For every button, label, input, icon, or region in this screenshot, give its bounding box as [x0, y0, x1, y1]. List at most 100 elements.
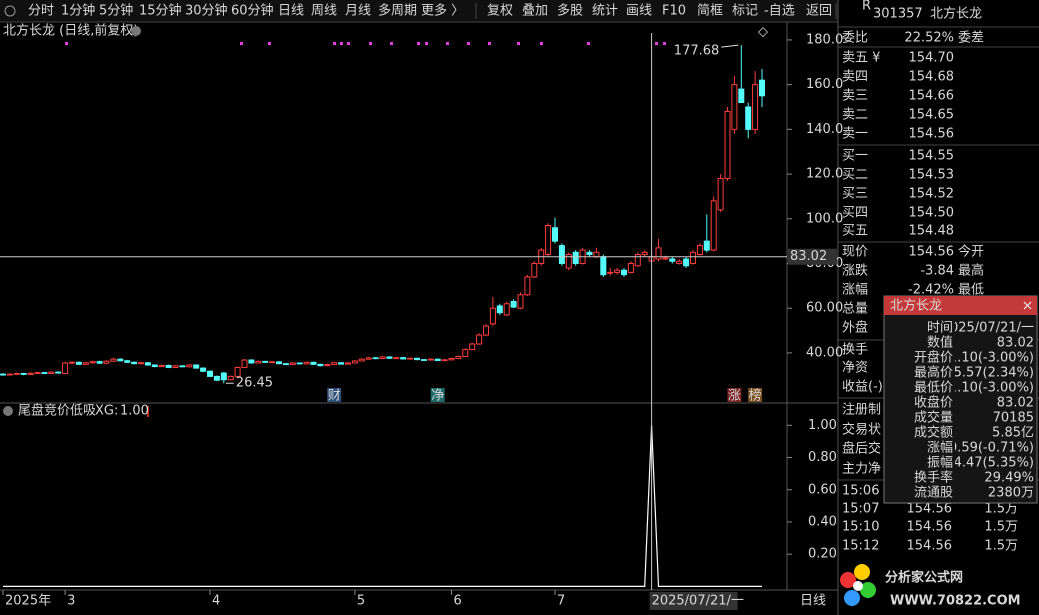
tooltip-bg [883, 295, 1038, 504]
tick-time: 15:06 [842, 484, 879, 499]
tooltip-label: 涨幅 [927, 441, 953, 456]
y-tick-label: 100.0 [806, 211, 843, 226]
toolbar-item[interactable]: 5分钟 [99, 3, 133, 19]
toolbar-item[interactable]: 分时 [28, 4, 54, 19]
tooltip-value: 70185 [993, 411, 1034, 426]
toolbar-item[interactable]: 30分钟 [185, 3, 228, 19]
stat-label: 主力净 [842, 462, 881, 477]
candle-body [627, 262, 634, 273]
stat-label: 最高 [958, 263, 984, 279]
candle-body [131, 361, 138, 365]
stock-name: 北方长龙 [930, 6, 982, 22]
candle-body [427, 358, 434, 361]
toolbar-item[interactable]: F10 [662, 4, 686, 19]
toolbar-item[interactable]: 日线 [278, 4, 304, 19]
toolbar-item[interactable]: 简框 [697, 3, 723, 19]
candle-body [13, 372, 20, 375]
menu-icon[interactable] [4, 5, 16, 17]
candle-body [545, 224, 552, 256]
candle-body [331, 362, 338, 366]
indicator-icon[interactable] [3, 406, 13, 416]
candle-body [269, 361, 276, 364]
tooltip-close[interactable] [1023, 301, 1032, 310]
toolbar-item[interactable]: 多周期 [378, 3, 417, 19]
book-label: 买三 [842, 187, 868, 202]
toolbar-item[interactable]: 月线 [345, 4, 371, 19]
toolbar-item[interactable]: 15分钟 [139, 3, 182, 19]
stat-label: 换手 [842, 343, 868, 358]
candle-body [96, 361, 103, 364]
candle-body [400, 357, 407, 360]
stat-value: 154.56 [909, 245, 955, 260]
candle-body [558, 245, 565, 264]
book-label: 卖五 ¥ [842, 51, 880, 66]
toolbar-item[interactable]: 返回 [806, 4, 832, 19]
logo-petal [844, 590, 860, 606]
collapse-icon[interactable]: ◇ [758, 25, 768, 40]
candle-body [517, 294, 524, 309]
book-label: 买四 [842, 206, 868, 221]
candle-body [124, 360, 131, 363]
crosshair-value: 83.02 [790, 249, 827, 264]
x-tick-label: 5 [357, 594, 365, 609]
toolbar-item[interactable]: 更多 〉 [421, 3, 464, 19]
candle-body [441, 359, 448, 362]
y-tick-label: 120.0 [806, 167, 843, 182]
book-price: 154.66 [909, 89, 955, 104]
candle-body [234, 366, 241, 377]
chart-title: 北方长龙 (日线,前复权) [3, 23, 138, 39]
candle-body [82, 362, 89, 365]
toolbar-item[interactable]: 复权 [487, 3, 513, 19]
toolbar-item[interactable]: 画线 [626, 4, 652, 19]
logo-petal [840, 572, 856, 588]
candle-body [634, 254, 641, 267]
candle-body [496, 305, 503, 314]
y-tick-label: 0.80 [808, 450, 837, 465]
toolbar-item[interactable]: 叠加 [522, 4, 548, 19]
book-price: 154.55 [909, 149, 955, 164]
candle-body [179, 365, 186, 368]
candle-body [724, 110, 731, 180]
candle-body [745, 106, 752, 130]
watermark-url: WWW.70822.COM [890, 594, 1021, 609]
tooltip-label: 收盘价 [914, 395, 953, 411]
toolbar-item[interactable]: 统计 [592, 4, 618, 19]
candle-body [34, 372, 41, 374]
crosshair-value-box [788, 248, 837, 265]
stat-label: 外盘 [842, 320, 868, 336]
tooltip-value: 83.02 [997, 396, 1034, 411]
candle-body [614, 269, 621, 273]
tick-price: 154.56 [907, 502, 953, 517]
toolbar-item[interactable]: 标记 [732, 4, 758, 19]
x-tick-label: 2025年 [5, 594, 51, 609]
candle-body [565, 254, 572, 269]
candle-body [200, 367, 207, 372]
indicator-title: 尾盘竞价低吸 [18, 403, 96, 419]
tooltip-label: 成交额 [914, 425, 953, 441]
candle-body [483, 325, 489, 336]
candle-body [172, 365, 179, 368]
toolbar-item[interactable]: -自选 [764, 4, 795, 19]
candle-body [655, 247, 662, 260]
toolbar-bg [0, 0, 838, 22]
candle-body [248, 359, 255, 364]
toolbar-item[interactable]: 60分钟 [231, 3, 274, 19]
book-price: 154.50 [909, 206, 955, 221]
tooltip-label: 成交量 [914, 410, 953, 426]
tick-price: 154.56 [907, 520, 953, 535]
candle-body [338, 362, 345, 365]
toolbar-item[interactable]: 周线 [311, 4, 337, 19]
candle-body [414, 357, 420, 361]
logo-center [853, 581, 863, 591]
candle-body [469, 343, 476, 351]
toolbar-item[interactable]: 多股 [557, 3, 583, 19]
title-icon[interactable] [131, 26, 141, 36]
watermark: 分析家公式网 WWW.70822.COM [840, 564, 1021, 609]
stat-label: 净资 [842, 361, 868, 376]
toolbar-item[interactable]: 1分钟 [61, 3, 95, 19]
candle-body [607, 271, 614, 274]
stat-label: 注册制 [842, 403, 881, 418]
book-price: 154.48 [909, 224, 955, 239]
